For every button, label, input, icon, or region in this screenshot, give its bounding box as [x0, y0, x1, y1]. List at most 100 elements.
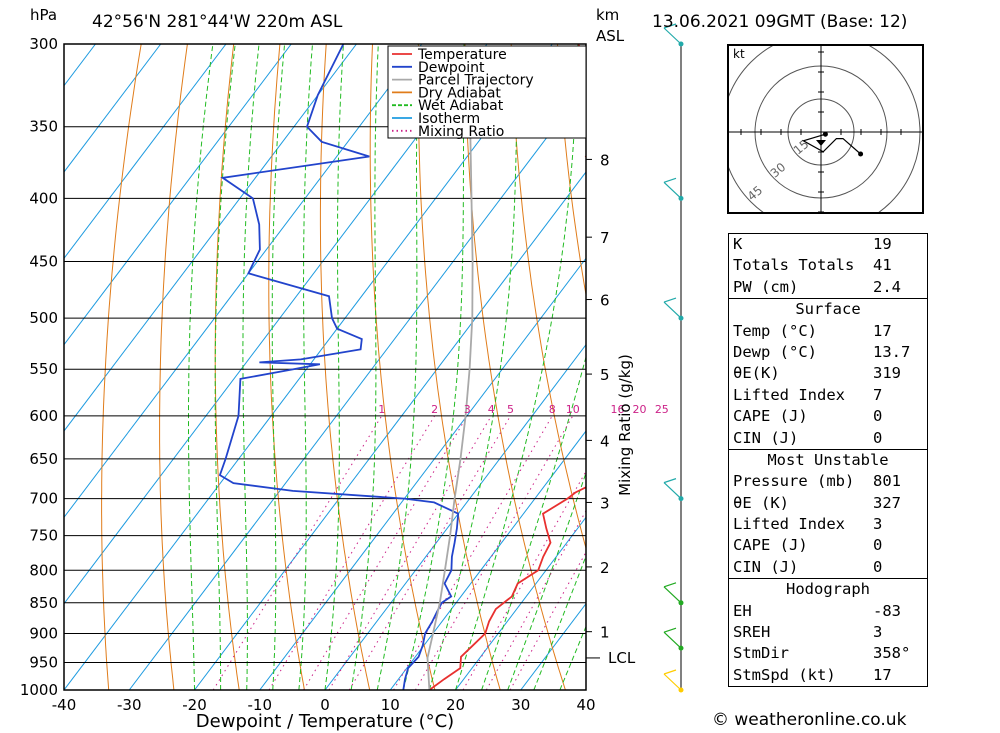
isotherm-line	[128, 84, 586, 690]
wet-adiabat-line	[188, 44, 214, 690]
km-tick-label: 6	[600, 292, 610, 310]
pressure-tick-label: 650	[29, 450, 58, 468]
isotherm-line	[64, 44, 162, 173]
mixing-ratio-line	[303, 415, 468, 690]
pressure-tick-label: 550	[29, 360, 58, 378]
stats-index-rows: K 19 Totals Totals 41 PW (cm) 2.4	[729, 234, 927, 298]
isotherm-line	[64, 44, 423, 519]
hodograph-ring-label: 45	[745, 183, 766, 204]
dry-adiabat-line	[974, 44, 1000, 690]
stats-row: StmSpd (kt) 17	[729, 665, 927, 686]
datetime-title: 13.06.2021 09GMT (Base: 12)	[652, 12, 907, 32]
stats-row: Pressure (mb) 801	[729, 471, 927, 492]
stats-value: -83	[873, 601, 901, 620]
stats-value: 0	[873, 557, 883, 576]
pressure-tick-label: 450	[29, 253, 58, 271]
hodograph-panel: kt 15 30 45	[721, 32, 924, 232]
most-unstable-header: Most Unstable	[729, 448, 927, 471]
stats-label: Totals Totals	[733, 256, 855, 275]
pressure-tick-label: 600	[29, 407, 58, 425]
pressure-tick-label: 1000	[20, 681, 58, 699]
stats-label: Dewp (°C)	[733, 342, 817, 361]
stats-value: 327	[873, 493, 901, 512]
km-unit-label: km	[596, 6, 619, 24]
isotherm-line	[324, 343, 586, 690]
mixing-ratio-tick-label: 5	[507, 403, 514, 416]
wet-adiabat-line	[298, 44, 313, 690]
hodograph-trace	[801, 133, 861, 155]
stats-value: 3	[873, 515, 883, 534]
stats-value: 41	[873, 256, 892, 275]
stats-label: StmSpd (kt)	[733, 665, 836, 684]
wind-barb	[663, 297, 682, 319]
stats-row: CIN (J) 0	[729, 428, 927, 449]
stats-value: 17	[873, 321, 892, 340]
wind-barb	[663, 669, 682, 691]
temperature-tick-label: -40	[52, 696, 77, 714]
dry-adiabat-line	[268, 44, 305, 690]
isotherm-line	[259, 257, 586, 690]
location-title: 42°56'N 281°44'W 220m ASL	[92, 12, 343, 32]
km-tick-label: 1	[600, 624, 610, 642]
isotherm-line	[64, 44, 292, 346]
pressure-tick-label: 900	[29, 624, 58, 642]
dry-adiabat-line	[928, 44, 1000, 690]
stats-label: CIN (J)	[733, 557, 799, 576]
temperature-tick-label: -30	[117, 696, 142, 714]
stats-label: CIN (J)	[733, 428, 799, 447]
temperature-tick-label: 10	[381, 696, 400, 714]
isotherm-line	[389, 430, 586, 690]
storm-motion-marker	[816, 140, 826, 146]
temperature-tick-label: -20	[182, 696, 207, 714]
stats-row: CIN (J) 0	[729, 557, 927, 578]
isotherm-line	[64, 44, 227, 260]
stats-row: PW (cm) 2.4	[729, 277, 927, 298]
surface-rows: Temp (°C) 17 Dewp (°C) 13.7 θE(K) 319 Lifted I…	[729, 321, 927, 449]
stats-label: Temp (°C)	[733, 321, 817, 340]
temperature-tick-label: 20	[446, 696, 465, 714]
legend-entry: Parcel Trajectory	[418, 73, 534, 89]
mixing-ratio-line	[268, 415, 436, 690]
stats-label: Lifted Index	[733, 385, 845, 404]
wet-adiabat-line	[350, 44, 379, 690]
isotherm-line	[64, 44, 357, 432]
legend-box	[387, 45, 587, 139]
stats-row: Lifted Index 3	[729, 514, 927, 535]
hodograph-ring-label: 30	[768, 160, 789, 181]
mixing-ratio-tick-label: 3	[464, 403, 471, 416]
stats-row: StmDir 358°	[729, 643, 927, 664]
pressure-unit-label: hPa	[30, 6, 57, 24]
dry-adiabat-line	[159, 44, 188, 690]
hodograph-header: Hodograph	[729, 578, 927, 600]
pressure-tick-label: 500	[29, 309, 58, 327]
hodograph-start-point	[822, 131, 828, 137]
km-tick-label: 5	[600, 366, 610, 384]
stats-label: EH	[733, 601, 752, 620]
pressure-tick-label: 350	[29, 118, 58, 136]
mixing-ratio-tick-label: 1	[378, 403, 385, 416]
stats-value: 13.7	[873, 342, 911, 361]
km-tick-label: 2	[600, 559, 610, 577]
plot-frame	[63, 43, 587, 691]
pressure-tick-label: 750	[29, 527, 58, 545]
mixing-ratio-tick-label: 25	[655, 403, 669, 416]
hodograph-rows: EH -83 SREH 3 StmDir 358° StmSpd (kt) 17	[729, 601, 927, 687]
stats-value: 0	[873, 407, 883, 426]
temperature-tick-label: -10	[248, 696, 273, 714]
stats-label: CAPE (J)	[733, 536, 808, 555]
stats-row: K 19	[729, 234, 927, 255]
hodograph-ring-label: 15	[791, 137, 812, 158]
mixing-ratio-tick-label: 2	[431, 403, 438, 416]
pressure-tick-label: 400	[29, 189, 58, 207]
stats-value: 0	[873, 536, 883, 555]
mixing-ratio-tick-label: 4	[488, 403, 495, 416]
stats-row: θE (K) 327	[729, 493, 927, 514]
x-axis-label: Dewpoint / Temperature (°C)	[196, 711, 454, 732]
stats-label: StmDir	[733, 644, 789, 663]
isotherm-line	[0, 44, 30, 690]
wet-adiabat-line	[402, 44, 465, 690]
copyright-footer[interactable]: © weatheronline.co.uk	[712, 710, 907, 730]
